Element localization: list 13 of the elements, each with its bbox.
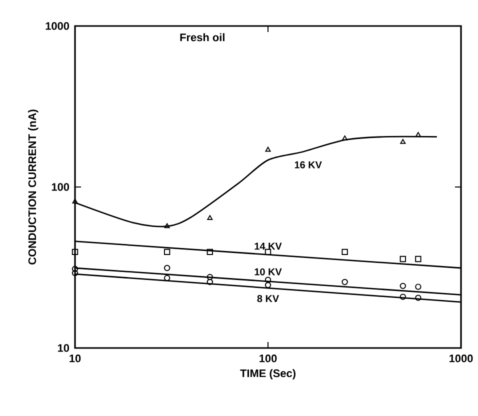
series-label: 14 KV: [254, 242, 282, 250]
series-label: 16 KV: [294, 161, 322, 168]
x-tick-label: 1000: [450, 354, 473, 362]
series-label: 8 KV: [257, 295, 280, 302]
y-tick-label: 10: [58, 344, 70, 352]
x-tick-label: 10: [70, 354, 81, 362]
x-axis-title: TIME (Sec): [240, 369, 296, 380]
series-label: 10 KV: [254, 268, 282, 276]
y-axis-title: CONDUCTION CURRENT (nA): [28, 110, 38, 264]
text: Fresh oil: [180, 33, 224, 42]
y-tick-label: 100: [52, 183, 70, 191]
y-tick-label: 1000: [46, 22, 70, 30]
x-tick-label: 100: [260, 354, 277, 362]
